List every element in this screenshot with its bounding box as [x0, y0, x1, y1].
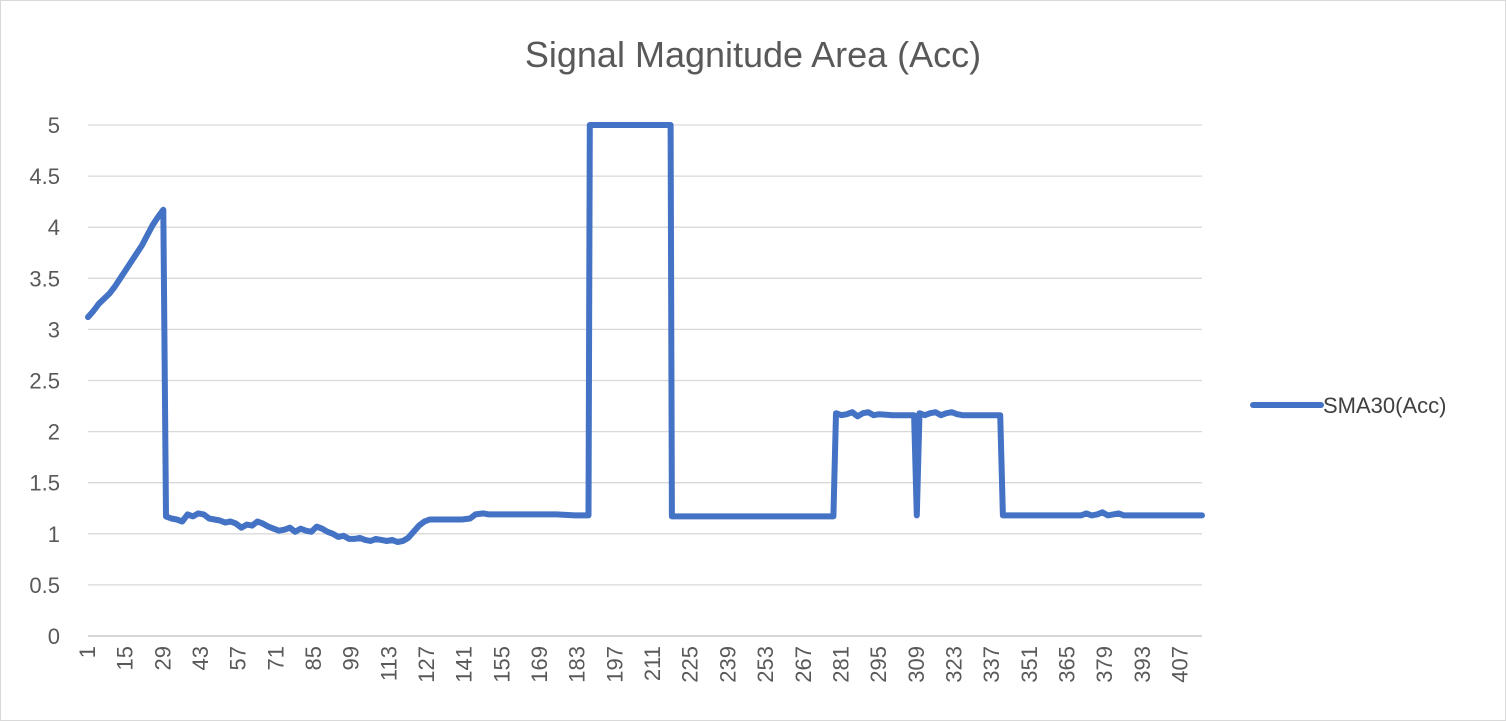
x-tick-label: 351: [1017, 646, 1042, 683]
x-tick-label: 183: [565, 646, 590, 683]
x-tick-label: 267: [791, 646, 816, 683]
y-tick-label: 1.5: [29, 471, 60, 496]
y-tick-label: 4.5: [29, 164, 60, 189]
y-tick-label: 2: [48, 420, 60, 445]
x-tick-label: 85: [301, 646, 326, 670]
x-tick-label: 99: [339, 646, 364, 670]
x-tick-label: 169: [527, 646, 552, 683]
x-tick-label: 225: [678, 646, 703, 683]
y-tick-label: 2.5: [29, 369, 60, 394]
x-tick-label: 323: [941, 646, 966, 683]
x-tick-label: 155: [489, 646, 514, 683]
x-tick-label: 141: [452, 646, 477, 683]
plot-area: [85, 122, 1205, 545]
x-tick-label: 1: [75, 646, 100, 658]
x-tick-label: 379: [1092, 646, 1117, 683]
y-axis-ticks: 0 0.5 1 1.5 2 2.5 3 3.5 4 4.5 5: [29, 113, 60, 649]
x-tick-label: 43: [188, 646, 213, 670]
x-tick-label: 29: [150, 646, 175, 670]
y-tick-label: 3.5: [29, 266, 60, 291]
x-tick-label: 127: [414, 646, 439, 683]
series-line-sma30: [85, 122, 1205, 545]
x-tick-label: 295: [866, 646, 891, 683]
x-tick-label: 281: [828, 646, 853, 683]
y-tick-label: 0.5: [29, 573, 60, 598]
x-axis-ticks: 1 15 29 43 57 71 85 99 113 127 141 155 169 183 197 211 2…: [75, 646, 1192, 683]
y-tick-label: 3: [48, 317, 60, 342]
y-tick-label: 4: [48, 215, 60, 240]
x-tick-label: 253: [753, 646, 778, 683]
legend: SMA30(Acc): [1250, 393, 1446, 418]
y-tick-label: 5: [48, 113, 60, 138]
x-tick-label: 15: [113, 646, 138, 670]
x-tick-label: 57: [226, 646, 251, 670]
x-tick-label: 211: [640, 646, 665, 681]
x-tick-label: 309: [904, 646, 929, 683]
gridlines: [88, 124, 1202, 637]
x-tick-label: 337: [979, 646, 1004, 683]
x-tick-label: 239: [715, 646, 740, 683]
x-tick-label: 197: [602, 646, 627, 683]
legend-label: SMA30(Acc): [1323, 393, 1446, 418]
y-tick-label: 1: [48, 522, 60, 547]
x-tick-label: 407: [1167, 646, 1192, 683]
chart-title: Signal Magnitude Area (Acc): [524, 34, 982, 75]
y-tick-label: 0: [48, 624, 60, 649]
x-tick-label: 71: [263, 646, 288, 670]
x-tick-label: 113: [376, 646, 401, 681]
x-tick-label: 393: [1130, 646, 1155, 683]
x-tick-label: 365: [1054, 646, 1079, 683]
